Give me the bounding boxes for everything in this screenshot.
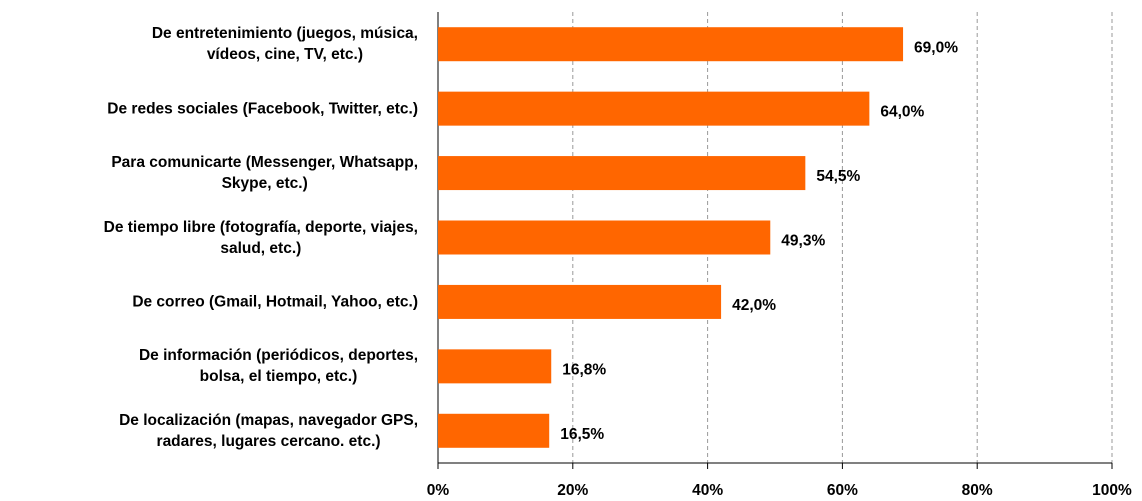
value-label: 42,0% <box>732 297 776 314</box>
x-tick-label: 80% <box>962 482 993 499</box>
value-label: 69,0% <box>914 39 958 56</box>
x-tick-label: 0% <box>427 482 450 499</box>
category-label: De localización (mapas, navegador GPS, r… <box>119 411 418 450</box>
category-label: De información (periódicos, deportes, bo… <box>138 347 418 386</box>
bar <box>438 91 870 126</box>
bar <box>438 156 806 191</box>
x-tick-label: 100% <box>1092 482 1132 499</box>
bar <box>438 413 550 448</box>
category-label: Para comunicarte (Messenger, Whatsapp, S… <box>111 154 418 193</box>
bar <box>438 220 771 255</box>
category-label: De entretenimiento (juegos, música, víde… <box>151 25 418 64</box>
value-label: 16,5% <box>560 426 604 443</box>
x-tick-label: 40% <box>692 482 723 499</box>
value-label: 16,8% <box>562 361 606 378</box>
value-label: 64,0% <box>880 104 924 121</box>
category-label: De correo (Gmail, Hotmail, Yahoo, etc.) <box>132 293 418 311</box>
category-label: De tiempo libre (fotografía, deporte, vi… <box>103 218 418 257</box>
value-label: 49,3% <box>781 233 825 250</box>
x-tick-label: 60% <box>827 482 858 499</box>
category-label: De redes sociales (Facebook, Twitter, et… <box>107 100 418 118</box>
bar <box>438 349 552 384</box>
x-tick-label: 20% <box>557 482 588 499</box>
bar <box>438 284 722 319</box>
value-label: 54,5% <box>816 168 860 185</box>
bar <box>438 27 904 62</box>
